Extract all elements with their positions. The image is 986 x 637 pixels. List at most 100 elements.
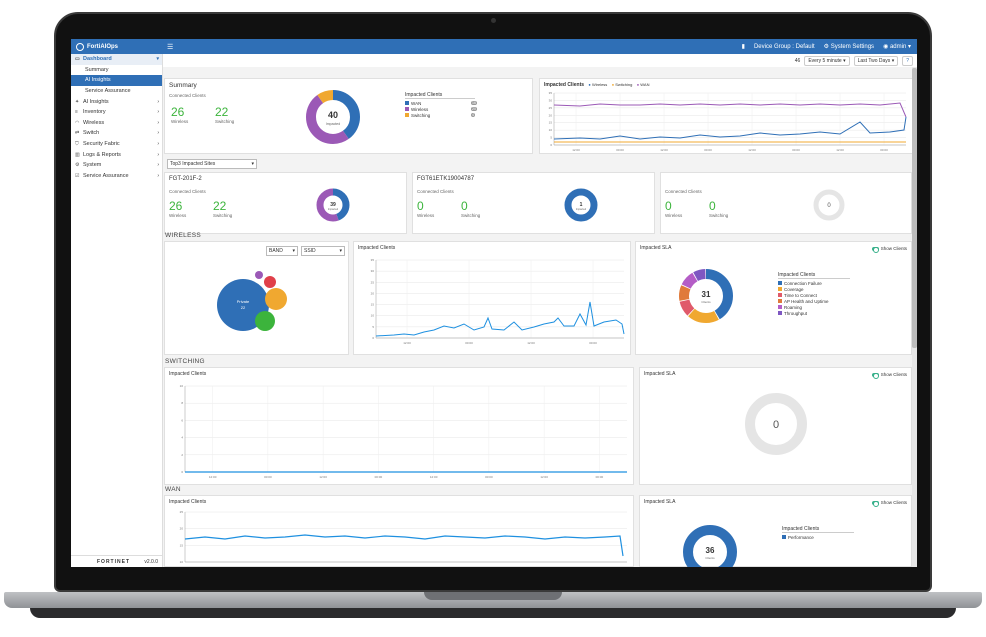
legend-label: WAN bbox=[640, 82, 650, 87]
main-content: 46 Every 5 minute ▾ Last Two Days ▾ ? Su… bbox=[163, 54, 917, 567]
series-wireless bbox=[375, 301, 625, 337]
y-tick-label: 10 bbox=[549, 128, 553, 132]
toggle-switch bbox=[871, 500, 879, 507]
show-clients-toggle[interactable]: Show Clients bbox=[871, 246, 907, 253]
sla-legend-item: Coverage bbox=[778, 286, 850, 292]
donut-performance-segment bbox=[683, 525, 737, 567]
sidebar-sub-summary[interactable]: Summary bbox=[85, 66, 109, 73]
sidebar-sub-service-assurance[interactable]: Service Assurance bbox=[85, 88, 131, 95]
chevron-right-icon: › bbox=[157, 98, 159, 105]
donut-value: 36 bbox=[706, 546, 715, 555]
legend-label: Connection Failure bbox=[784, 280, 822, 286]
sidebar-footer: FORTINET v2.0.0 bbox=[71, 555, 162, 567]
toggle-switch bbox=[871, 246, 879, 253]
sidebar-item-wireless[interactable]: ◠ Wireless › bbox=[71, 118, 162, 129]
sidebar-sub-ai-insights[interactable]: AI Insights bbox=[71, 75, 162, 86]
legend-count: 16 bbox=[471, 101, 477, 105]
switching-sla-panel: Impacted SLA Show Clients 0 bbox=[639, 367, 912, 485]
laptop-base bbox=[4, 592, 982, 608]
sidebar: ▭ Dashboard ▾ Summary AI Insights Service … bbox=[71, 54, 163, 567]
legend-wireless: ● Wireless bbox=[588, 82, 608, 87]
donut-label: Clients bbox=[701, 300, 711, 304]
app-logo[interactable]: FortiAIOps bbox=[71, 42, 163, 51]
wireless-sla-panel: Impacted SLA Show Clients 31 Clients Imp… bbox=[635, 241, 912, 355]
refresh-interval-select[interactable]: Every 5 minute ▾ bbox=[804, 55, 850, 66]
logo-icon bbox=[76, 42, 84, 51]
sidebar-item-ai-insights[interactable]: ✦ AI Insights › bbox=[71, 96, 162, 107]
scrollbar-thumb[interactable] bbox=[912, 68, 917, 348]
x-tick-label: 12:00 bbox=[540, 475, 548, 479]
donut-value: 40 bbox=[328, 110, 338, 120]
wireless-label: Wireless bbox=[417, 213, 435, 218]
y-tick-label: 15 bbox=[180, 543, 184, 547]
band-label: BAND bbox=[269, 248, 283, 254]
sidebar-item-inventory[interactable]: ≡ Inventory › bbox=[71, 107, 162, 118]
time-range-label: Last Two Days bbox=[857, 57, 891, 64]
y-tick-label: 10 bbox=[180, 560, 184, 564]
switch-icon: ⇄ bbox=[75, 130, 80, 137]
y-tick-label: 20 bbox=[549, 113, 553, 117]
system-settings-link[interactable]: ⚙ System Settings bbox=[824, 43, 874, 50]
sidebar-item-logs-reports[interactable]: ▥ Logs & Reports › bbox=[71, 149, 162, 160]
user-menu[interactable]: ◉ admin ▾ bbox=[883, 44, 911, 50]
sidebar-item-dashboard[interactable]: ▭ Dashboard ▾ bbox=[71, 54, 162, 65]
sidebar-item-switch[interactable]: ⇄ Switch › bbox=[71, 128, 162, 139]
donut-wan-segment bbox=[564, 188, 598, 222]
chevron-right-icon: › bbox=[157, 151, 159, 158]
legend-label: Wireless bbox=[411, 106, 429, 112]
legend-swatch bbox=[778, 311, 782, 315]
show-clients-toggle[interactable]: Show Clients bbox=[871, 372, 907, 379]
screen: FortiAIOps ☰ ▮ Device Group : Default ⚙ … bbox=[71, 39, 917, 567]
menu-icon[interactable]: ☰ bbox=[167, 43, 174, 51]
sidebar-item-system[interactable]: ⚙ System › bbox=[71, 160, 162, 171]
y-tick-label: 30 bbox=[549, 98, 553, 102]
wireless-count: 0 bbox=[665, 199, 672, 213]
legend-label: Performance bbox=[788, 534, 814, 540]
connected-clients-label: Connected Clients bbox=[169, 189, 206, 194]
chevron-down-icon: ▾ bbox=[339, 248, 342, 254]
legend-swatch bbox=[782, 535, 786, 539]
sidebar-item-service-assurance[interactable]: ☑ Service Assurance › bbox=[71, 171, 162, 182]
wireless-count: 26 bbox=[171, 105, 185, 119]
sla-title: Impacted SLA bbox=[644, 371, 676, 377]
band-select[interactable]: BAND ▾ bbox=[266, 246, 298, 256]
bubble-purple bbox=[255, 271, 263, 279]
app-title: FortiAIOps bbox=[87, 43, 118, 50]
top3-sites-select[interactable]: Top3 Impacted Sites ▾ bbox=[167, 159, 257, 169]
x-tick-label: 12:00 bbox=[319, 475, 327, 479]
wireless-count: 0 bbox=[417, 199, 424, 213]
time-range-select[interactable]: Last Two Days ▾ bbox=[853, 55, 899, 66]
sla-title: Impacted SLA bbox=[640, 245, 672, 251]
site-panel-3: Connected Clients 0 Wireless 0 Switching… bbox=[660, 172, 912, 234]
sla-legend-item: AP Health and Uptime bbox=[778, 298, 850, 304]
wireless-line-chart: 35 30 25 20 15 10 5 0 12:00 00:00 12:00 00:00 bbox=[371, 258, 625, 345]
wireless-chart-panel: Impacted Clients 35 30 25 20 15 10 5 0 12:00 00:0… bbox=[353, 241, 631, 355]
chart-title: Impacted Clients bbox=[169, 371, 207, 377]
sidebar-item-security-fabric[interactable]: ⛉ Security Fabric › bbox=[71, 139, 162, 150]
version-label: v2.0.0 bbox=[144, 558, 158, 565]
device-group-selector[interactable]: Device Group : Default bbox=[753, 43, 815, 50]
y-tick-label: 15 bbox=[371, 303, 375, 307]
legend-label: Time to Connect bbox=[784, 292, 817, 298]
switching-sla-donut: 0 bbox=[745, 393, 807, 455]
series-wan bbox=[184, 534, 624, 557]
x-tick-label: 00:00 bbox=[465, 341, 473, 345]
x-tick-label: 12:00 bbox=[836, 148, 844, 152]
x-tick-label: 00:00 bbox=[375, 475, 383, 479]
legend-wireless-swatch bbox=[405, 107, 409, 111]
series-wan bbox=[553, 102, 907, 118]
gear-icon: ⚙ bbox=[823, 44, 831, 50]
sla-legend-title: Impacted Clients bbox=[782, 526, 854, 533]
donut-segment bbox=[679, 269, 733, 323]
legend-swatch bbox=[778, 305, 782, 309]
donut-value: 1 bbox=[580, 202, 583, 208]
connected-clients-label: Connected Clients bbox=[665, 189, 702, 194]
bubble-chart: Private 22 bbox=[217, 271, 287, 331]
document-icon[interactable]: ▮ bbox=[741, 44, 745, 50]
help-icon[interactable]: ? bbox=[902, 55, 913, 66]
legend-label: Throughput bbox=[784, 310, 808, 316]
switching-chart-panel: Impacted Clients 10 8 6 4 2 0 12:00 00:00 12:00 0… bbox=[164, 367, 634, 485]
sla-legend-item: Time to Connect bbox=[778, 292, 850, 298]
ssid-select[interactable]: SSID ▾ bbox=[301, 246, 345, 256]
show-clients-toggle[interactable]: Show Clients bbox=[871, 500, 907, 507]
